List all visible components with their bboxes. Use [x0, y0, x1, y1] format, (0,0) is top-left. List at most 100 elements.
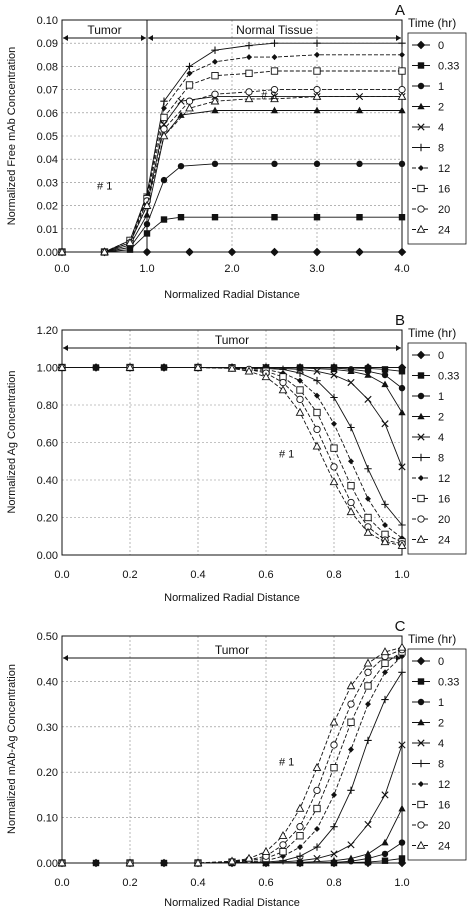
y-tick-label: 0.10 [37, 813, 58, 825]
y-tick-label: 0.20 [37, 513, 58, 525]
series-line [62, 367, 403, 543]
data-point [347, 423, 355, 432]
data-point [246, 54, 252, 61]
region-arrowhead-left [63, 35, 68, 41]
data-point [211, 214, 219, 221]
legend-swatch-marker [417, 123, 425, 131]
legend-swatch-marker [417, 62, 425, 69]
data-point [295, 407, 305, 416]
data-point [397, 91, 407, 100]
series-4 [58, 363, 406, 471]
data-point [398, 384, 406, 392]
data-point [331, 791, 337, 798]
legend-item: 24 [412, 535, 450, 547]
data-point [363, 658, 373, 667]
data-point [296, 365, 304, 373]
data-point [398, 804, 406, 812]
y-tick-label: 0.00 [37, 247, 58, 259]
data-point [100, 247, 109, 256]
y-tick-label: 0.05 [37, 131, 58, 143]
data-point [160, 216, 168, 223]
data-point [244, 853, 254, 862]
data-point [355, 247, 364, 257]
data-point [380, 537, 390, 546]
data-point [270, 85, 279, 94]
x-axis-label: Normalized Radial Distance [164, 289, 300, 301]
series-line [62, 646, 403, 864]
data-point [297, 844, 303, 851]
y-tick-label: 1.20 [37, 325, 58, 337]
data-point [125, 858, 135, 867]
data-point [381, 659, 389, 667]
legend-swatch-marker [417, 102, 425, 110]
data-point [177, 214, 185, 221]
legend-item: 4 [412, 122, 444, 134]
legend-label: 24 [438, 841, 450, 853]
data-point [346, 507, 356, 516]
data-point [227, 363, 237, 372]
data-point [313, 408, 321, 417]
data-point [143, 211, 151, 218]
legend-label: 12 [438, 473, 450, 485]
legend-item: 0 [412, 350, 444, 362]
series-8 [58, 668, 406, 867]
data-point [296, 386, 304, 394]
data-point [364, 395, 372, 403]
series-line [62, 216, 402, 253]
legend-label: 16 [438, 184, 450, 196]
data-point [57, 858, 67, 867]
legend-label: 0 [438, 350, 444, 362]
y-tick-label: 0.00 [37, 858, 58, 870]
data-point [244, 366, 254, 375]
y-tick-label: 0.02 [37, 201, 58, 213]
legend-swatch-marker [418, 165, 424, 171]
legend-label: 12 [438, 163, 450, 175]
series-8 [58, 39, 406, 256]
data-point [397, 247, 407, 257]
data-point [330, 741, 338, 749]
series-line [62, 367, 403, 526]
data-point [270, 94, 279, 103]
data-point [280, 853, 286, 860]
legend-swatch-marker [416, 350, 426, 360]
data-point [313, 854, 321, 863]
annotation-label: # 2 [261, 90, 276, 102]
data-point [160, 97, 168, 105]
legend-item: 0.33 [412, 61, 459, 73]
legend-label: 4 [438, 432, 444, 444]
data-point [314, 392, 320, 399]
series-24 [57, 642, 407, 867]
data-point [211, 72, 219, 80]
data-point [279, 848, 287, 856]
data-point [296, 832, 304, 840]
data-point [313, 39, 321, 47]
data-point [364, 513, 372, 522]
y-tick-label: 1.00 [37, 363, 58, 375]
data-point [160, 113, 168, 122]
data-point [313, 367, 321, 375]
legend-swatch-marker [417, 678, 425, 685]
region-label: Tumor [215, 643, 249, 657]
series-line [62, 70, 402, 253]
legend-label: 0 [438, 656, 444, 668]
data-point [347, 841, 355, 849]
region-label: Tumor [87, 23, 121, 37]
y-tick-label: 0.09 [37, 38, 58, 50]
y-tick-label: 0.06 [37, 108, 58, 120]
data-point [382, 522, 388, 528]
data-point [313, 214, 321, 221]
y-tick-label: 0.20 [37, 767, 58, 779]
data-point [330, 856, 338, 864]
legend-swatch-marker [417, 698, 425, 706]
region-arrowhead-right [141, 35, 146, 41]
annotation-label: # 1 [279, 756, 294, 768]
data-point [365, 495, 371, 502]
y-tick-label: 0.40 [37, 676, 58, 688]
data-point [356, 214, 363, 221]
legend-swatch-marker [416, 224, 426, 233]
data-point [210, 96, 220, 105]
data-point [193, 858, 203, 867]
data-point [211, 46, 219, 54]
data-point [278, 385, 288, 394]
region-arrowhead-left [63, 345, 68, 351]
